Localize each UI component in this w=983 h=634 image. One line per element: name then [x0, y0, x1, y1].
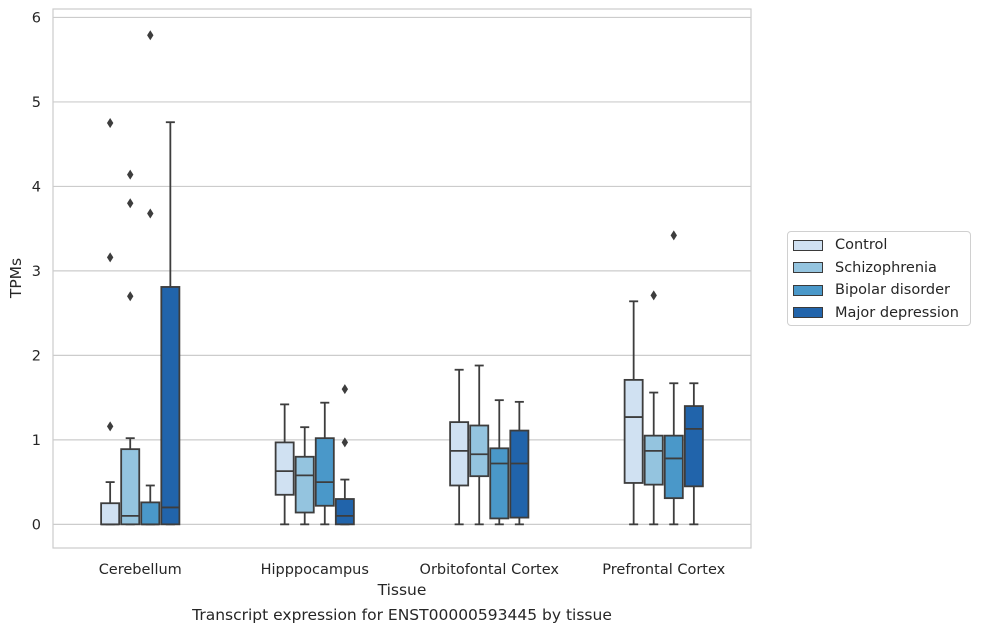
legend-item: Control — [793, 235, 887, 255]
outlier-point — [341, 384, 349, 395]
box-control — [274, 403, 295, 526]
box — [509, 429, 530, 519]
x-tick-labels: Cerebellum Hipppocampus Orbitofontal Corte… — [99, 562, 726, 578]
y-tick-labels: 0 1 2 3 4 5 6 — [32, 10, 41, 533]
box-bipolar-disorder — [140, 30, 161, 526]
x-axis-label: Tissue — [377, 581, 427, 599]
box-major-depression — [509, 400, 530, 526]
outlier-point — [147, 30, 154, 41]
x-tick-label: Hipppocampus — [261, 562, 369, 578]
outlier-point — [341, 437, 349, 448]
box-control — [623, 300, 644, 526]
box-schizophrenia — [294, 426, 315, 526]
box-bipolar-disorder — [314, 401, 335, 526]
legend-label: Control — [835, 237, 888, 253]
box — [663, 434, 684, 500]
y-tick-label: 0 — [32, 517, 41, 533]
box — [160, 286, 181, 526]
box — [449, 421, 470, 487]
box-control — [100, 118, 121, 526]
box-major-depression — [334, 384, 355, 526]
box — [120, 448, 141, 526]
outlier-point — [106, 421, 114, 432]
outlier-point — [106, 252, 114, 263]
y-tick-label: 3 — [32, 264, 41, 280]
box — [294, 455, 315, 514]
outlier-point — [127, 169, 134, 180]
box-control — [449, 368, 470, 526]
legend-label: Major depression — [835, 304, 959, 321]
x-tick-label: Orbitofontal Cortex — [420, 562, 560, 578]
box — [314, 437, 335, 507]
chart-caption: Transcript expression for ENST0000059344… — [192, 606, 612, 624]
box-major-depression — [160, 121, 181, 526]
outlier-point — [670, 230, 677, 241]
box — [140, 501, 161, 526]
legend-item: Bipolar disorder — [793, 280, 950, 300]
box-bipolar-disorder — [489, 399, 510, 526]
legend-swatch — [793, 262, 823, 273]
outlier-point — [127, 198, 134, 209]
box — [623, 378, 644, 484]
y-tick-label: 2 — [32, 348, 41, 364]
box-major-depression — [683, 382, 704, 526]
box — [489, 447, 510, 520]
legend-swatch — [793, 239, 823, 251]
y-tick-label: 1 — [32, 433, 41, 449]
box-schizophrenia — [643, 290, 664, 526]
legend-item: Schizophrenia — [793, 258, 937, 278]
legend-label: Bipolar disorder — [835, 282, 950, 298]
box — [334, 498, 355, 526]
box-series — [100, 30, 704, 526]
box-bipolar-disorder — [663, 230, 684, 526]
x-tick-label: Cerebellum — [99, 562, 182, 578]
box-schizophrenia — [120, 169, 141, 526]
plot-area-border — [52, 8, 752, 549]
legend: Control Schizophrenia Bipolar disorder Majo… — [787, 231, 971, 326]
y-tick-label: 5 — [32, 95, 41, 111]
outlier-point — [147, 208, 154, 219]
box — [643, 434, 664, 486]
box — [683, 405, 704, 488]
y-tick-label: 4 — [32, 179, 41, 195]
box — [100, 502, 121, 526]
outlier-point — [127, 291, 134, 302]
y-axis-label: TPMs — [7, 258, 25, 299]
box — [274, 441, 295, 496]
outlier-point — [650, 290, 657, 301]
box — [469, 424, 490, 478]
x-tick-label: Prefrontal Cortex — [602, 562, 725, 578]
y-tick-label: 6 — [32, 10, 41, 26]
legend-swatch — [793, 284, 823, 296]
legend-label: Schizophrenia — [835, 259, 937, 276]
legend-item: Major depression — [793, 303, 959, 323]
legend-swatch — [793, 307, 823, 318]
box-schizophrenia — [469, 364, 490, 526]
outlier-point — [106, 118, 114, 129]
